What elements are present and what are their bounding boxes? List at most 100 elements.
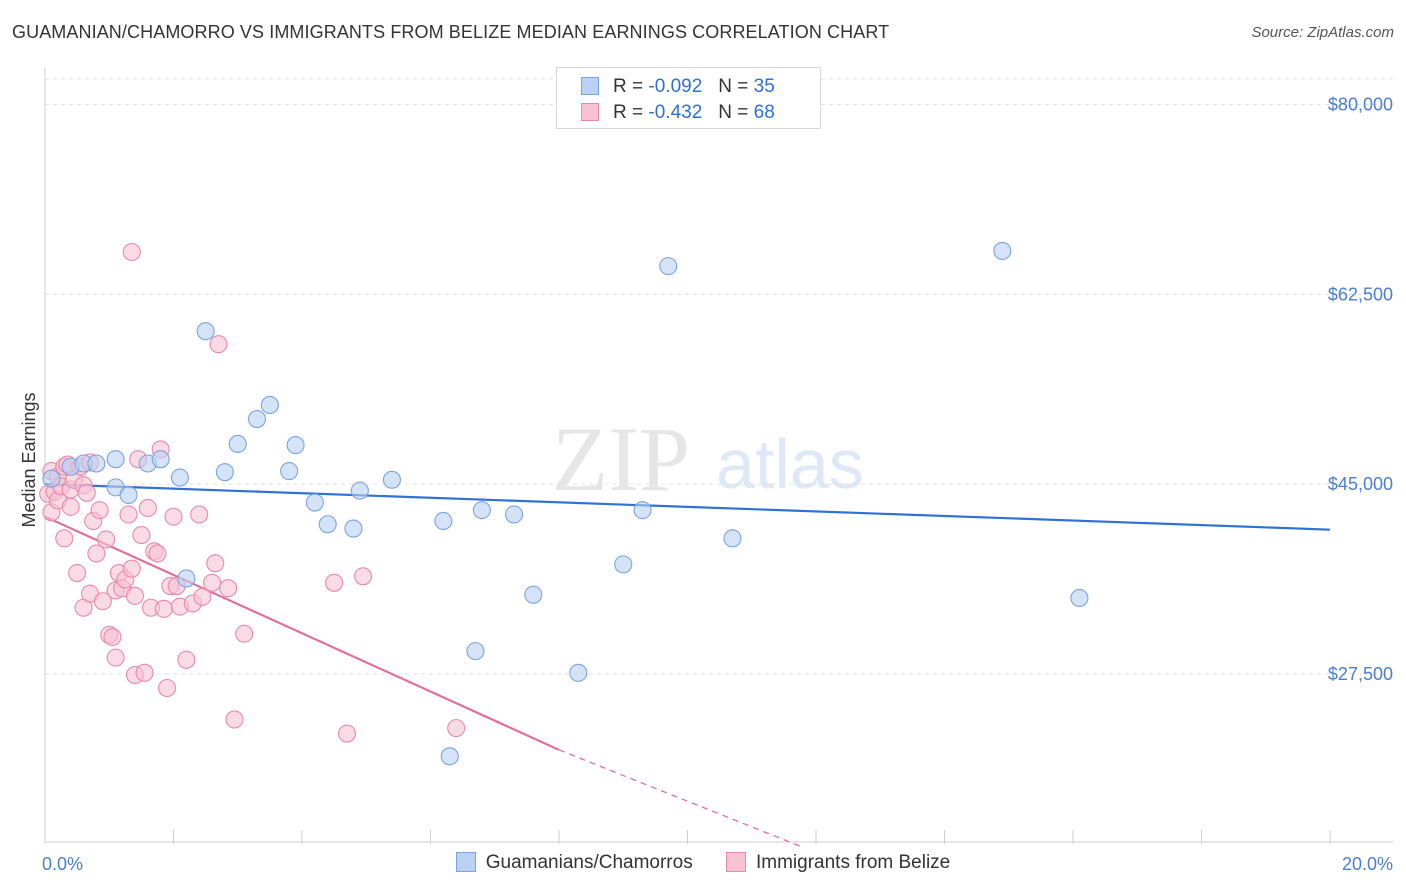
legend-row-belize: R = -0.432 N = 68 xyxy=(581,102,775,124)
legend-swatch-pink xyxy=(725,852,746,872)
point-belize xyxy=(90,501,109,520)
legend-label: Guamanians/Chamorros xyxy=(485,852,693,873)
point-guamanians xyxy=(466,642,485,661)
point-guamanians xyxy=(524,585,543,604)
trend-line-belize xyxy=(44,515,560,751)
point-belize xyxy=(325,573,344,592)
point-guamanians xyxy=(87,454,106,473)
legend-n-value: 35 xyxy=(753,76,775,97)
legend-swatch-blue xyxy=(581,77,599,95)
point-guamanians xyxy=(1070,588,1089,608)
point-guamanians xyxy=(318,515,337,534)
point-belize xyxy=(77,483,96,502)
correlation-legend: R = -0.092 N = 35 R = -0.432 N = 68 xyxy=(556,67,821,129)
point-guamanians xyxy=(196,322,215,341)
trend-line-guamanians xyxy=(44,483,1331,531)
legend-swatch-pink xyxy=(581,103,599,121)
point-belize xyxy=(190,505,209,524)
point-belize xyxy=(119,505,138,524)
chart-title: GUAMANIAN/CHAMORRO VS IMMIGRANTS FROM BE… xyxy=(12,22,890,42)
legend-label: Immigrants from Belize xyxy=(755,852,951,873)
point-guamanians xyxy=(659,257,678,276)
point-guamanians xyxy=(42,469,61,488)
legend-n-label: N = xyxy=(718,76,749,97)
trend-line-belize-extension xyxy=(558,749,804,849)
point-belize xyxy=(206,554,225,573)
point-belize xyxy=(122,559,141,578)
point-belize xyxy=(55,529,74,548)
point-guamanians xyxy=(382,470,402,489)
point-guamanians xyxy=(440,747,459,766)
point-belize xyxy=(61,497,80,516)
point-guamanians xyxy=(151,450,170,469)
point-belize xyxy=(209,335,228,354)
point-belize xyxy=(337,724,357,743)
point-belize xyxy=(68,563,87,583)
point-guamanians xyxy=(260,395,279,414)
point-guamanians xyxy=(472,501,491,520)
legend-n-label: N = xyxy=(718,102,749,123)
point-guamanians xyxy=(286,436,305,455)
legend-r-label: R = xyxy=(613,76,644,97)
point-guamanians xyxy=(723,529,742,548)
legend-r-value: -0.432 xyxy=(648,102,703,123)
point-guamanians xyxy=(614,555,633,574)
point-belize xyxy=(353,567,373,586)
watermark-atlas: atlas xyxy=(716,425,864,503)
legend-swatch-blue xyxy=(455,852,476,872)
x-tick-label: 20.0% xyxy=(1342,854,1393,874)
point-belize xyxy=(158,678,177,698)
point-belize xyxy=(148,544,167,563)
point-guamanians xyxy=(119,485,138,505)
watermark: ZIP atlas xyxy=(552,408,864,510)
point-belize xyxy=(225,710,244,729)
source-label: Source: ZipAtlas.com xyxy=(1251,24,1394,41)
legend-item-belize[interactable]: Immigrants from Belize xyxy=(725,852,951,874)
y-tick-label: $27,500 xyxy=(1328,664,1393,684)
point-guamanians xyxy=(633,501,652,520)
x-tick-label: 0.0% xyxy=(42,854,83,874)
point-guamanians xyxy=(106,450,125,469)
point-belize xyxy=(203,573,222,592)
point-guamanians xyxy=(170,468,189,487)
point-belize xyxy=(106,648,125,667)
legend-r-value: -0.092 xyxy=(648,76,703,97)
y-tick-label: $45,000 xyxy=(1328,474,1393,494)
y-axis-label: Median Earnings xyxy=(19,392,39,527)
point-belize xyxy=(96,530,116,549)
point-guamanians xyxy=(215,463,234,482)
point-belize xyxy=(93,592,112,611)
watermark-zip: ZIP xyxy=(552,408,690,510)
y-tick-label: $62,500 xyxy=(1328,284,1393,304)
point-guamanians xyxy=(247,409,267,429)
point-belize xyxy=(164,507,183,526)
legend-row-guamanian: R = -0.092 N = 35 xyxy=(581,76,775,98)
point-belize xyxy=(132,526,151,545)
point-belize xyxy=(103,627,122,647)
point-belize xyxy=(87,544,106,563)
legend-r-label: R = xyxy=(613,102,644,123)
point-guamanians xyxy=(504,505,524,524)
point-belize xyxy=(138,498,157,518)
point-guamanians xyxy=(228,434,247,454)
point-belize xyxy=(125,586,144,605)
point-belize xyxy=(154,599,173,618)
point-guamanians xyxy=(569,663,588,682)
y-tick-label: $80,000 xyxy=(1328,95,1393,115)
point-guamanians xyxy=(177,569,196,588)
point-belize xyxy=(135,663,154,682)
point-belize xyxy=(447,719,466,738)
legend-n-value: 68 xyxy=(753,102,775,123)
point-guamanians xyxy=(434,511,453,531)
legend-item-guamanians[interactable]: Guamanians/Chamorros xyxy=(455,852,693,874)
point-guamanians xyxy=(350,481,369,500)
point-belize xyxy=(193,587,212,606)
point-belize xyxy=(122,242,141,262)
point-belize xyxy=(235,624,254,643)
point-guamanians xyxy=(993,241,1012,260)
point-guamanians xyxy=(280,462,299,481)
point-belize xyxy=(177,650,196,669)
point-belize xyxy=(219,579,238,598)
point-guamanians xyxy=(305,493,324,512)
